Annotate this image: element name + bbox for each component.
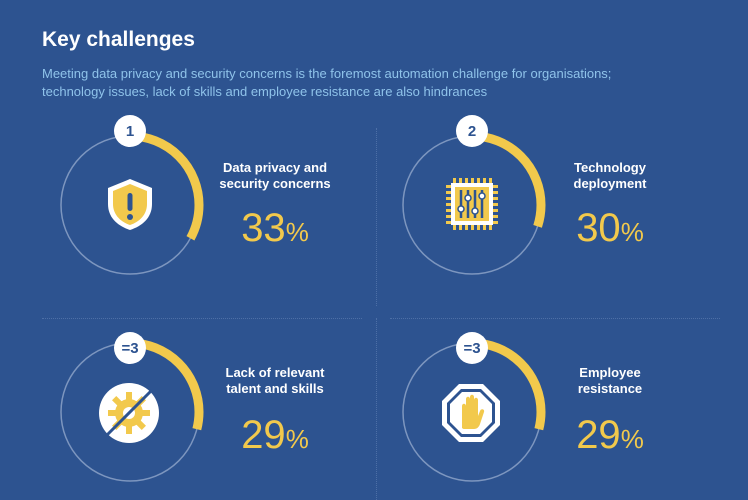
rank-badge: 1 bbox=[114, 115, 146, 147]
no-gear-icon bbox=[98, 382, 160, 444]
divider-vertical-top bbox=[376, 128, 377, 306]
rank-badge: =3 bbox=[456, 332, 488, 364]
challenge-percent: 33% bbox=[241, 206, 309, 250]
page-subtitle: Meeting data privacy and security concer… bbox=[42, 66, 612, 99]
divider-horizontal-left bbox=[42, 318, 362, 319]
chip-icon bbox=[444, 176, 500, 232]
page-title: Key challenges bbox=[42, 28, 195, 51]
divider-vertical-bottom bbox=[376, 318, 377, 500]
challenge-label: Lack of relevant talent and skills bbox=[225, 365, 325, 396]
divider-horizontal-right bbox=[390, 318, 720, 319]
challenge-percent: 30% bbox=[576, 206, 644, 250]
challenge-percent: 29% bbox=[576, 413, 644, 457]
challenge-percent: 29% bbox=[241, 413, 309, 457]
challenge-label: Data privacy and security concerns bbox=[219, 160, 331, 191]
stop-hand-icon bbox=[440, 382, 502, 444]
challenge-label: Technology deployment bbox=[573, 160, 647, 191]
rank-badge: 2 bbox=[456, 115, 488, 147]
shield-alert-icon bbox=[102, 176, 158, 232]
rank-badge: =3 bbox=[114, 332, 146, 364]
challenge-label: Employee resistance bbox=[577, 365, 643, 396]
